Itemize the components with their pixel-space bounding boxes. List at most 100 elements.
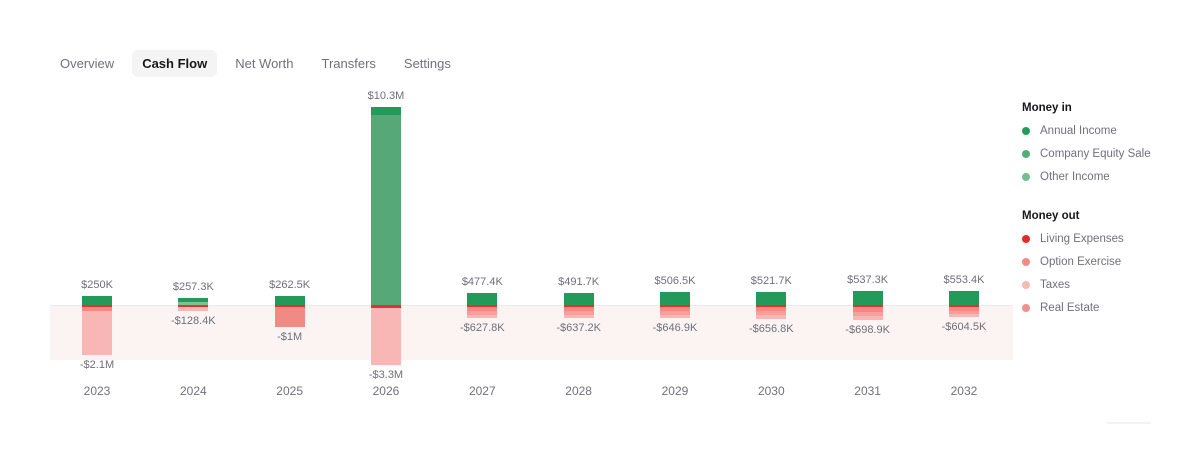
segment-taxes — [852, 316, 883, 320]
x-axis-label-2027: 2027 — [468, 384, 496, 398]
segment-option-exercise — [563, 307, 594, 311]
bar-2024-money-in[interactable] — [178, 298, 209, 305]
bar-2030-money-out[interactable] — [756, 305, 787, 319]
legend-dot-icon — [1022, 281, 1030, 289]
legend-item-annual-income[interactable]: Annual Income — [1022, 124, 1172, 138]
tab-settings[interactable]: Settings — [403, 56, 451, 71]
negative-region-band — [50, 305, 1013, 360]
x-axis-label-2032: 2032 — [950, 384, 978, 398]
segment-living-expenses — [852, 305, 883, 307]
money-in-label-2027: $477.4K — [461, 276, 503, 288]
legend-dot-icon — [1022, 127, 1030, 135]
bar-2027-money-in[interactable] — [467, 293, 498, 305]
bar-2028-money-out[interactable] — [563, 305, 594, 318]
legend-dot-icon — [1022, 150, 1030, 158]
legend-dot-icon — [1022, 173, 1030, 181]
segment-living-expenses — [274, 305, 305, 307]
segment-company-equity-sale — [370, 115, 401, 305]
bar-2024-money-out[interactable] — [178, 305, 209, 311]
x-axis-label-2031: 2031 — [854, 384, 881, 398]
legend-group-money-out: Money out Living Expenses Option Exercise… — [1022, 210, 1182, 315]
chart-legend: Money in Annual Income Company Equity Sal… — [1022, 102, 1182, 341]
legend-item-real-estate[interactable]: Real Estate — [1022, 301, 1172, 315]
segment-taxes — [370, 308, 401, 365]
x-axis-label-2026: 2026 — [372, 384, 400, 398]
tab-bar: Overview Cash Flow Net Worth Transfers Setti… — [50, 50, 461, 77]
x-axis-label-2024: 2024 — [179, 384, 207, 398]
money-out-label-2032: -$604.5K — [941, 321, 987, 333]
legend-item-label: Taxes — [1040, 279, 1071, 291]
x-axis-label-2023: 2023 — [83, 384, 111, 398]
segment-taxes — [756, 315, 787, 319]
legend-item-company-equity-sale[interactable]: Company Equity Sale — [1022, 147, 1172, 161]
segment-option-exercise — [852, 307, 883, 312]
segment-real-estate — [852, 312, 883, 316]
bar-2025-money-in[interactable] — [274, 296, 305, 305]
bar-2028-money-in[interactable] — [563, 293, 594, 305]
money-out-label-2028: -$637.2K — [556, 322, 601, 334]
money-in-label-2023: $250K — [81, 279, 113, 291]
segment-living-expenses — [948, 305, 979, 307]
money-out-label-2029: -$646.9K — [652, 322, 698, 334]
money-in-label-2030: $521.7K — [750, 275, 792, 287]
x-axis-label-2030: 2030 — [757, 384, 785, 398]
legend-item-living-expenses[interactable]: Living Expenses — [1022, 232, 1172, 246]
legend-item-label: Annual Income — [1040, 125, 1117, 137]
segment-real-estate — [659, 311, 690, 315]
segment-annual-income — [178, 298, 209, 302]
money-out-label-2023: -$2.1M — [79, 359, 115, 371]
legend-item-label: Living Expenses — [1040, 233, 1124, 245]
segment-annual-income — [659, 292, 690, 305]
bar-2023-money-out[interactable] — [82, 305, 112, 355]
bar-2027-money-out[interactable] — [467, 305, 498, 318]
segment-taxes — [178, 307, 209, 311]
segment-annual-income — [948, 291, 979, 305]
bar-2031-money-out[interactable] — [852, 305, 883, 320]
legend-item-other-income[interactable]: Other Income — [1022, 170, 1172, 184]
legend-dot-icon — [1022, 235, 1030, 243]
money-in-label-2028: $491.7K — [558, 276, 600, 288]
segment-annual-income — [756, 292, 787, 305]
money-in-label-2031: $537.3K — [847, 274, 889, 286]
segment-taxes — [82, 311, 112, 355]
faint-divider — [1107, 422, 1151, 424]
tab-net-worth[interactable]: Net Worth — [235, 56, 294, 71]
bar-2032-money-in[interactable] — [948, 291, 979, 305]
segment-annual-income — [370, 107, 401, 115]
segment-option-exercise — [467, 307, 498, 311]
segment-taxes — [659, 315, 690, 318]
legend-item-option-exercise[interactable]: Option Exercise — [1022, 255, 1172, 269]
segment-annual-income — [82, 296, 112, 305]
bar-2026-money-in[interactable] — [370, 107, 401, 305]
tab-transfers[interactable]: Transfers — [321, 56, 376, 71]
tab-overview[interactable]: Overview — [60, 56, 115, 71]
tab-cash-flow[interactable]: Cash Flow — [132, 50, 218, 77]
segment-living-expenses — [178, 305, 209, 307]
segment-other-income — [178, 302, 209, 305]
money-out-label-2030: -$656.8K — [748, 323, 794, 335]
segment-living-expenses — [467, 305, 498, 307]
bar-2029-money-out[interactable] — [659, 305, 690, 318]
money-out-label-2026: -$3.3M — [368, 369, 404, 381]
segment-taxes — [948, 314, 979, 317]
bar-2023-money-in[interactable] — [82, 296, 112, 305]
legend-dot-icon — [1022, 258, 1030, 266]
money-out-label-2024: -$128.4K — [171, 315, 216, 327]
segment-living-expenses — [82, 305, 112, 307]
bar-2030-money-in[interactable] — [756, 292, 787, 305]
bar-2026-money-out[interactable] — [370, 305, 401, 365]
legend-item-label: Option Exercise — [1040, 256, 1122, 268]
segment-option-exercise — [82, 307, 112, 311]
segment-annual-income — [563, 293, 594, 305]
legend-title-money-in: Money in — [1022, 102, 1072, 114]
bar-2032-money-out[interactable] — [948, 305, 979, 317]
legend-item-taxes[interactable]: Taxes — [1022, 278, 1172, 292]
segment-annual-income — [467, 293, 498, 305]
segment-annual-income — [852, 291, 883, 305]
bar-2031-money-in[interactable] — [852, 291, 883, 305]
bar-2025-money-out[interactable] — [274, 305, 305, 327]
bar-2029-money-in[interactable] — [659, 292, 690, 305]
segment-real-estate — [563, 311, 594, 315]
money-out-label-2031: -$698.9K — [845, 324, 890, 336]
